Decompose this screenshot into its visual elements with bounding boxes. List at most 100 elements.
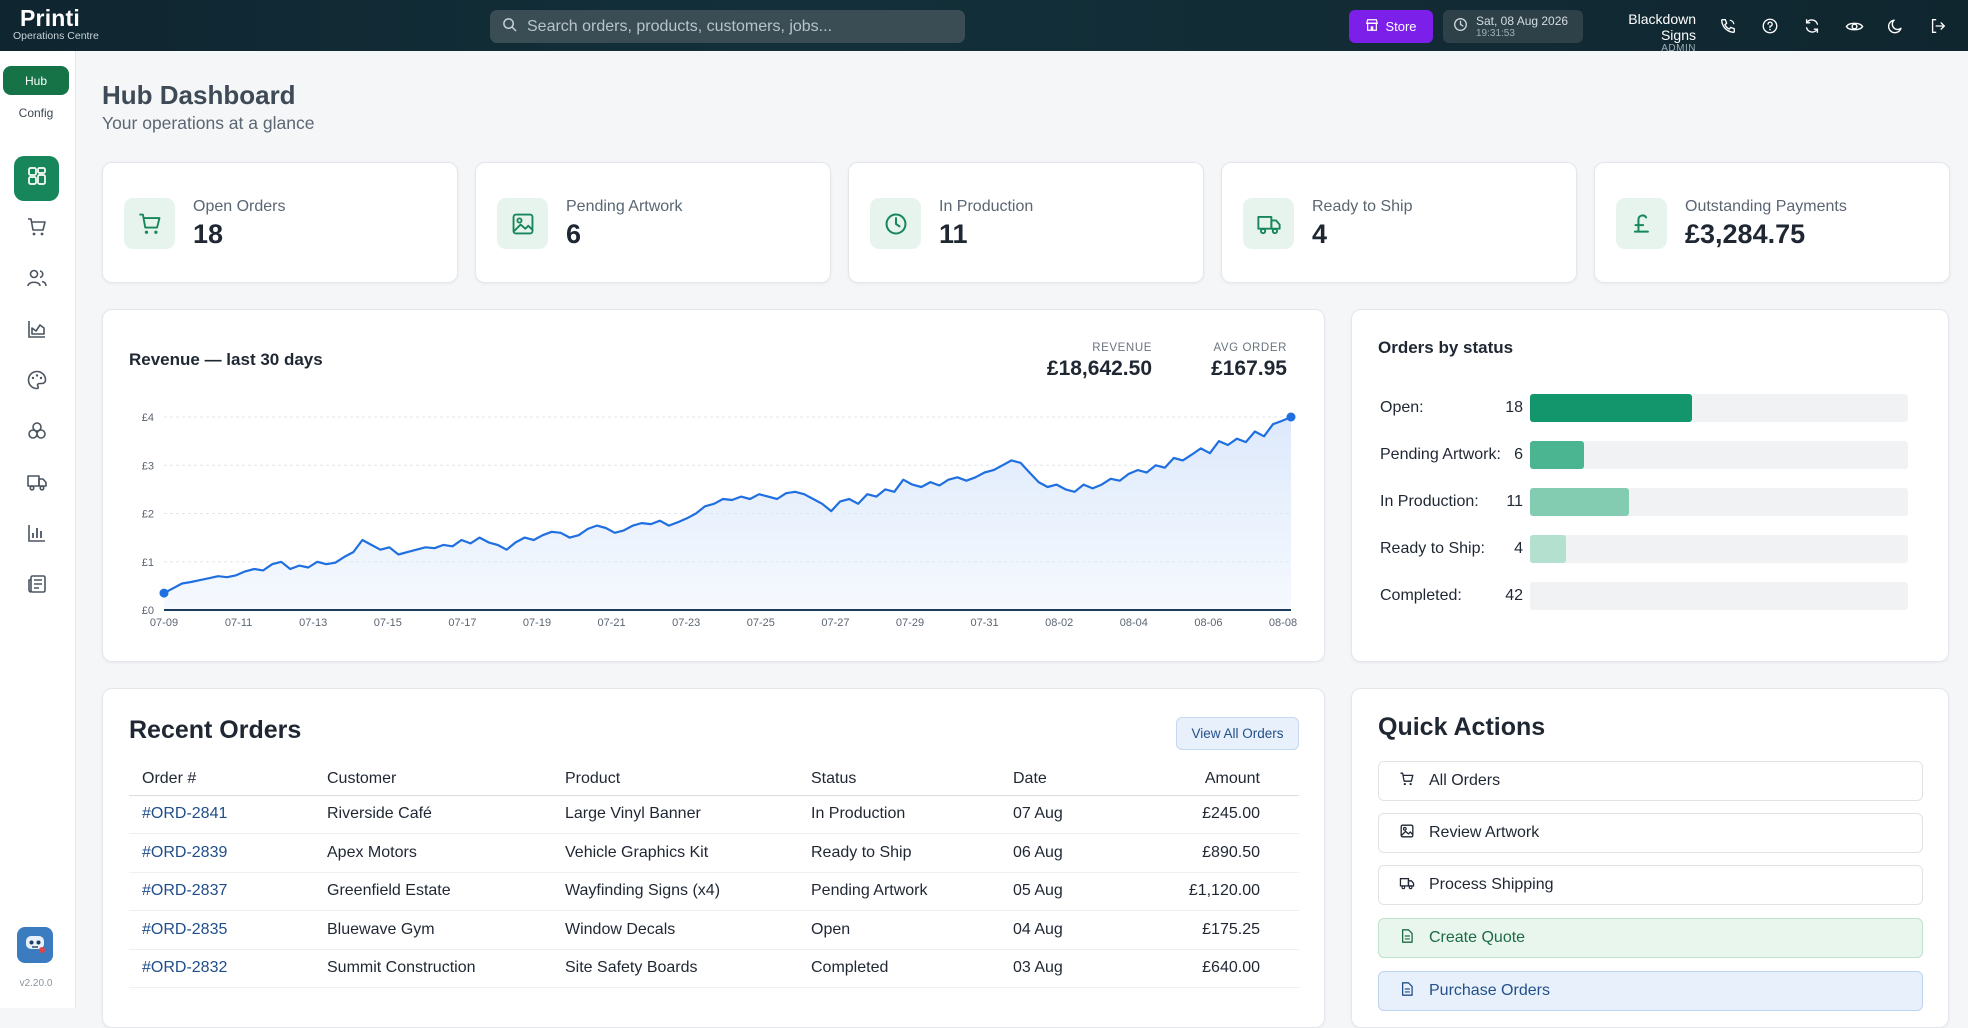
truck-icon	[26, 471, 48, 498]
x-tick-label: 07-25	[747, 617, 775, 629]
table-header-row: Order # Customer Product Status Date Amo…	[129, 764, 1299, 796]
stat-card-outstanding-payments[interactable]: Outstanding Payments £3,284.75	[1594, 162, 1950, 283]
stat-card-in-production[interactable]: In Production 11	[848, 162, 1204, 283]
assistant-bot-button[interactable]	[17, 927, 53, 963]
x-tick-label: 07-15	[374, 617, 402, 629]
product-cell: Large Vinyl Banner	[552, 795, 798, 834]
sidebar-item-orders[interactable]	[14, 207, 59, 252]
sidebar-item-dashboard[interactable]	[14, 156, 59, 201]
order-number-link[interactable]: #ORD-2835	[129, 910, 314, 950]
date-cell: 07 Aug	[1000, 795, 1130, 834]
x-tick-label: 07-13	[299, 617, 327, 629]
table-row[interactable]: #ORD-2832 Summit Construction Site Safet…	[129, 949, 1299, 988]
quick-action-review-artwork[interactable]: Review Artwork	[1378, 813, 1923, 853]
top-bar: Printi Operations Centre Store Sat, 08 A…	[0, 0, 1968, 54]
quick-action-process-shipping[interactable]: Process Shipping	[1378, 865, 1923, 905]
sidebar-item-analytics[interactable]	[14, 513, 59, 558]
status-cell: Ready to Ship	[798, 833, 1000, 873]
user-name: Blackdown Signs	[1628, 11, 1696, 43]
phone-icon[interactable]	[1717, 15, 1739, 37]
quick-action-create-quote[interactable]: Create Quote	[1378, 918, 1923, 958]
x-tick-label: 07-11	[225, 617, 252, 629]
clock-icon	[870, 198, 921, 249]
amount-cell: £640.00	[1130, 949, 1299, 988]
document-icon	[1399, 928, 1415, 949]
truck-icon	[1399, 875, 1415, 896]
sidebar-item-products[interactable]	[14, 411, 59, 456]
customer-cell: Apex Motors	[314, 833, 552, 873]
status-bar-track	[1530, 441, 1908, 469]
hub-tab[interactable]: Hub	[3, 66, 69, 95]
revenue-line	[163, 415, 1292, 595]
quick-action-label: Review Artwork	[1429, 824, 1540, 841]
status-label: Completed:	[1380, 587, 1462, 604]
date-cell: 04 Aug	[1000, 910, 1130, 950]
quick-action-label: All Orders	[1429, 772, 1501, 789]
revenue-kpi-value: £18,642.50	[1046, 357, 1152, 380]
cart-icon	[1399, 771, 1415, 792]
image-icon	[497, 198, 548, 249]
date-cell: 03 Aug	[1000, 949, 1130, 988]
revenue-kpi: REVENUE £18,642.50	[1047, 342, 1152, 381]
document-icon	[1399, 981, 1415, 1002]
user-info[interactable]: Blackdown Signs ADMIN	[1592, 11, 1696, 54]
users-icon	[26, 267, 48, 294]
column-header[interactable]: Amount	[1130, 764, 1299, 796]
y-tick-label: £1	[142, 557, 154, 569]
stat-card-open-orders[interactable]: Open Orders 18	[102, 162, 458, 283]
column-header[interactable]: Status	[798, 764, 1000, 796]
end-point	[1286, 412, 1296, 422]
sidebar-item-reports[interactable]	[14, 309, 59, 354]
status-bar	[1530, 582, 1908, 610]
store-button[interactable]: Store	[1349, 10, 1433, 43]
search-box[interactable]	[490, 10, 965, 43]
column-header[interactable]: Order #	[129, 764, 314, 796]
eye-icon[interactable]	[1843, 15, 1865, 37]
quick-action-all-orders[interactable]: All Orders	[1378, 761, 1923, 801]
sidebar-item-news[interactable]	[14, 564, 59, 609]
status-row[interactable]: Ready to Ship: 4	[1380, 535, 1920, 563]
config-tab[interactable]: Config	[18, 106, 54, 120]
table-row[interactable]: #ORD-2835 Bluewave Gym Window Decals Ope…	[129, 910, 1299, 950]
order-number-link[interactable]: #ORD-2841	[129, 795, 314, 834]
column-header[interactable]: Customer	[314, 764, 552, 796]
refresh-icon[interactable]	[1801, 15, 1823, 37]
order-number-link[interactable]: #ORD-2837	[129, 872, 314, 911]
sidebar-item-customers[interactable]	[14, 258, 59, 303]
status-label: Open:	[1380, 399, 1424, 416]
table-row[interactable]: #ORD-2841 Riverside Café Large Vinyl Ban…	[129, 795, 1299, 834]
table-row[interactable]: #ORD-2839 Apex Motors Vehicle Graphics K…	[129, 833, 1299, 873]
sidebar-item-shipping[interactable]	[14, 462, 59, 507]
stat-card-ready-to-ship[interactable]: Ready to Ship 4	[1221, 162, 1577, 283]
status-row[interactable]: Completed: 42	[1380, 582, 1920, 610]
status-row[interactable]: Pending Artwork: 6	[1380, 441, 1920, 469]
revenue-chart[interactable]: £0 £1 £2 £3 £4 07-09 07-11 07-13 07-15 07-17 07-19…	[103, 310, 1326, 663]
column-header[interactable]: Product	[552, 764, 798, 796]
status-row[interactable]: In Production: 11	[1380, 488, 1920, 516]
view-all-orders-button[interactable]: View All Orders	[1176, 717, 1299, 750]
search-input[interactable]	[527, 17, 947, 36]
status-row[interactable]: Open: 18	[1380, 394, 1920, 422]
moon-icon[interactable]	[1885, 15, 1907, 37]
logout-icon[interactable]	[1927, 15, 1949, 37]
area-chart-icon	[26, 318, 48, 345]
brand[interactable]: Printi Operations Centre	[13, 6, 99, 42]
sidebar-item-artwork[interactable]	[14, 360, 59, 405]
status-count: 42	[1505, 587, 1523, 604]
stat-label: Outstanding Payments	[1685, 198, 1847, 215]
quick-action-purchase-orders[interactable]: Purchase Orders	[1378, 971, 1923, 1011]
order-number-link[interactable]: #ORD-2832	[129, 949, 314, 988]
truck-icon	[1243, 198, 1294, 249]
order-number-link[interactable]: #ORD-2839	[129, 833, 314, 873]
x-tick-label: 07-09	[150, 617, 178, 629]
column-header[interactable]: Date	[1000, 764, 1130, 796]
x-tick-label: 08-06	[1194, 617, 1222, 629]
help-icon[interactable]	[1759, 15, 1781, 37]
sidebar: Hub Config	[0, 51, 76, 1008]
x-tick-label: 07-21	[598, 617, 626, 629]
table-row[interactable]: #ORD-2837 Greenfield Estate Wayfinding S…	[129, 872, 1299, 911]
stat-card-pending-artwork[interactable]: Pending Artwork 6	[475, 162, 831, 283]
current-date: Sat, 08 Aug 2026	[1476, 13, 1569, 28]
x-tick-label: 07-19	[523, 617, 551, 629]
quick-actions-card: Quick Actions All Orders Review Artwork …	[1351, 688, 1949, 1028]
